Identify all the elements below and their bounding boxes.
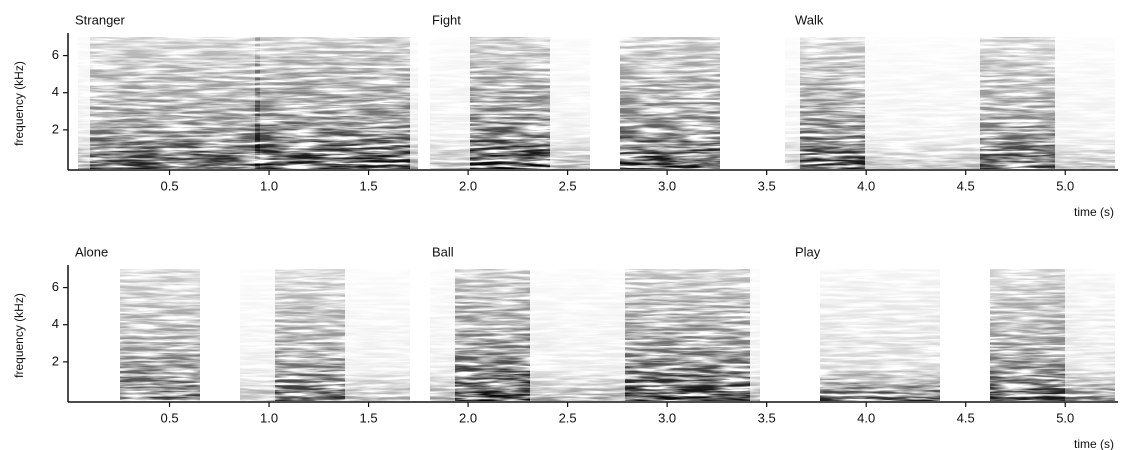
x-axis-label: time (s) — [1074, 437, 1114, 450]
x-tick-label: 1.0 — [260, 178, 278, 193]
x-tick-label: 4.0 — [857, 178, 875, 193]
y-axis-label: frequency (kHz) — [12, 293, 26, 378]
y-tick-label: 4 — [52, 84, 59, 99]
y-tick-label: 2 — [52, 353, 59, 368]
x-tick-label: 0.5 — [160, 178, 178, 193]
spectrogram-image — [980, 37, 1055, 169]
x-tick-label: 4.5 — [957, 178, 975, 193]
spectrogram-image — [800, 37, 865, 169]
y-tick-label: 4 — [52, 316, 59, 331]
x-tick-label: 3.0 — [658, 178, 676, 193]
x-tick-label: 3.0 — [658, 410, 676, 425]
spectrogram-image — [820, 269, 940, 401]
spectrogram-image — [275, 269, 345, 401]
y-tick-label: 6 — [52, 279, 59, 294]
spectrogram-image — [620, 37, 720, 169]
spectrogram-image — [90, 37, 260, 169]
panel: Stranger Fight Walk 2 4 6 0.5 1.0 1.5 2.0 2.5 3.0 3.… — [12, 12, 1118, 219]
x-axis-label: time (s) — [1074, 205, 1114, 219]
y-axis-label: frequency (kHz) — [12, 61, 26, 146]
x-tick-label: 4.0 — [857, 410, 875, 425]
spectrogram-image — [625, 269, 750, 401]
spectrogram-image — [470, 37, 550, 169]
x-tick-label: 2.0 — [459, 178, 477, 193]
x-tick-label: 1.5 — [360, 178, 378, 193]
spectrogram-image — [255, 37, 410, 169]
spectrogram-image — [990, 269, 1115, 401]
x-tick-label: 3.5 — [758, 410, 776, 425]
word-label: Ball — [432, 244, 454, 259]
x-tick-label: 2.5 — [559, 178, 577, 193]
word-label: Walk — [795, 12, 824, 27]
x-tick-label: 1.0 — [260, 410, 278, 425]
x-tick-label: 2.0 — [459, 410, 477, 425]
x-tick-label: 4.5 — [957, 410, 975, 425]
y-tick-label: 6 — [52, 47, 59, 62]
word-label: Play — [795, 244, 821, 259]
x-tick-label: 2.5 — [559, 410, 577, 425]
x-tick-label: 5.0 — [1056, 410, 1074, 425]
spectrogram-image — [120, 269, 200, 401]
spectrogram-image — [455, 269, 530, 401]
panel: Alone Ball Play 2 4 6 0.5 1.0 1.5 2.0 2.5 3.0 3.5 4.0… — [12, 244, 1118, 450]
y-tick-label: 2 — [52, 121, 59, 136]
x-tick-label: 5.0 — [1056, 178, 1074, 193]
word-label: Alone — [75, 244, 108, 259]
word-label: Stranger — [75, 12, 126, 27]
x-tick-label: 1.5 — [360, 410, 378, 425]
x-tick-label: 3.5 — [758, 178, 776, 193]
word-label: Fight — [432, 12, 461, 27]
x-tick-label: 0.5 — [160, 410, 178, 425]
